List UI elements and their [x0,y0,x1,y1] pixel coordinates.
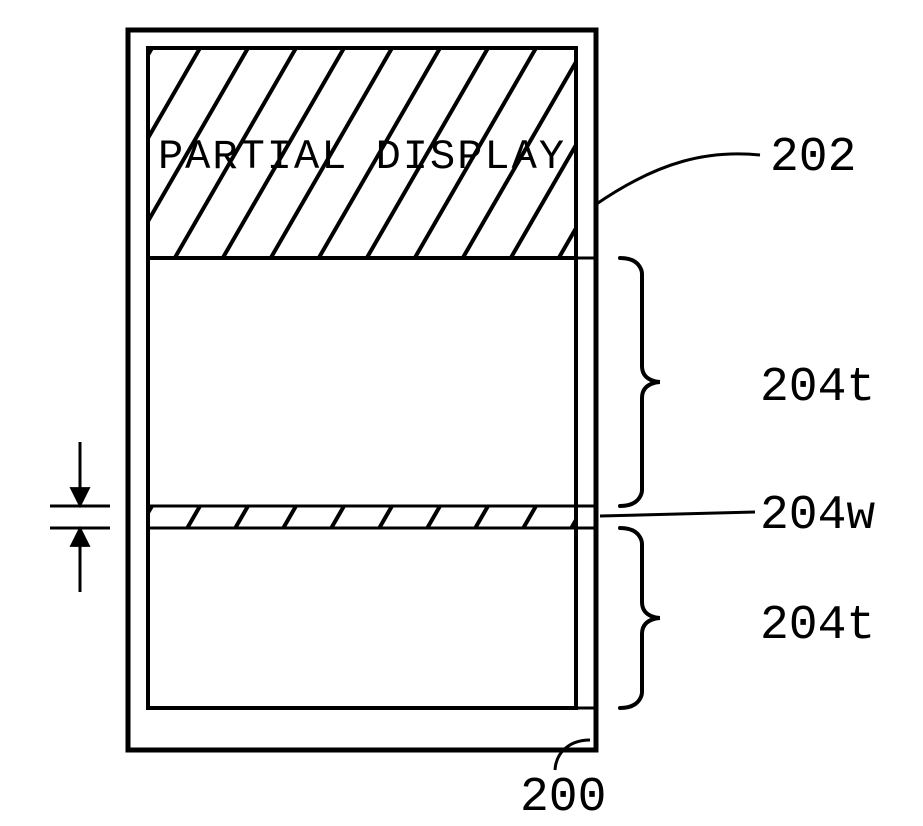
label-200: 200 [520,771,606,825]
brace-204t-upper [620,258,660,506]
leader-200 [555,740,590,770]
leader-202 [595,154,760,205]
label-202: 202 [770,131,856,185]
leader-204w [600,512,755,516]
label-204w: 204w [760,489,875,543]
label-204t-lower: 204t [760,599,875,653]
brace-204t-lower [620,528,660,708]
partial-display-text: PARTIAL DISPLAY [158,133,566,181]
label-204t-upper: 204t [760,361,875,415]
